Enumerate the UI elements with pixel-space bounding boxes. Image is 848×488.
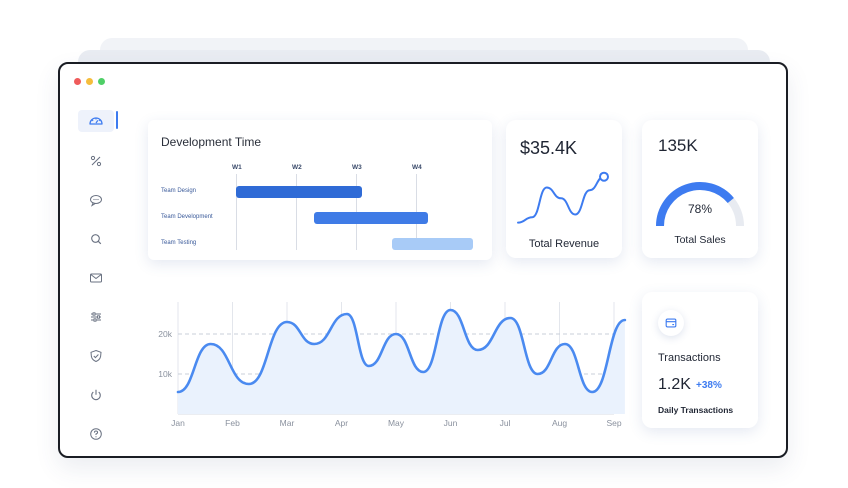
help-icon	[90, 428, 102, 440]
development-time-card: Development Time W1 W2 W3 W4 Team Design Tea…	[148, 120, 492, 260]
sidebar-item-power[interactable]	[78, 384, 114, 406]
revenue-label: Total Revenue	[528, 238, 600, 250]
sidebar-item-search[interactable]	[78, 228, 114, 250]
active-indicator	[116, 111, 118, 129]
gantt-task-bar[interactable]	[314, 212, 428, 224]
gantt-gridline	[236, 174, 237, 250]
gauge-icon	[89, 117, 103, 125]
development-time-title: Development Time	[161, 135, 262, 149]
transactions-change: +38%	[696, 380, 722, 391]
chat-icon	[90, 195, 102, 207]
chart-x-tick-label: Jan	[171, 418, 185, 428]
gantt-week-label: W4	[412, 164, 422, 171]
sidebar-item-settings[interactable]	[78, 306, 114, 328]
transactions-value: 1.2K	[658, 376, 691, 393]
app-window: Development Time W1 W2 W3 W4 Team Design Tea…	[58, 62, 788, 458]
sidebar-item-dashboard[interactable]	[78, 110, 118, 132]
gantt-task-label: Team Testing	[161, 240, 197, 246]
revenue-value: $35.4K	[520, 138, 578, 158]
gantt-week-label: W2	[292, 164, 302, 171]
chart-x-tick-label: Sep	[606, 418, 621, 428]
transactions-icon-button[interactable]	[658, 310, 684, 336]
revenue-sparkline-line	[517, 175, 605, 224]
chart-area-fill	[178, 310, 625, 414]
chart-x-tick-label: Apr	[335, 418, 348, 428]
sales-gauge-fill	[656, 182, 734, 227]
gantt-task-bar[interactable]	[392, 238, 473, 250]
gantt-task-bar[interactable]	[236, 186, 362, 198]
chart-x-tick-label: Aug	[552, 418, 567, 428]
maximize-window-button[interactable]	[98, 78, 105, 85]
transactions-card: Transactions 1.2K +38% Daily Transaction…	[642, 292, 758, 428]
sales-gauge	[656, 182, 744, 227]
sidebar-item-discounts[interactable]	[78, 150, 114, 172]
sales-value: 135K	[658, 136, 698, 155]
minimize-window-button[interactable]	[86, 78, 93, 85]
gantt-task-label: Team Development	[161, 214, 213, 220]
chart-y-tick-label: 10k	[158, 369, 172, 379]
window-controls	[74, 78, 105, 85]
sidebar-item-mail[interactable]	[78, 267, 114, 289]
sidebar-item-security[interactable]	[78, 345, 114, 367]
sidebar-item-messages[interactable]	[78, 189, 114, 211]
mail-icon	[90, 273, 102, 283]
sales-label: Total Sales	[674, 234, 726, 246]
sales-percent: 78%	[687, 202, 713, 216]
search-icon	[91, 234, 102, 245]
sliders-icon	[91, 312, 101, 322]
power-icon	[91, 389, 101, 401]
transactions-subtitle: Daily Transactions	[658, 405, 734, 415]
gantt-task-label: Team Design	[161, 188, 197, 194]
gantt-week-label: W3	[352, 164, 362, 171]
sales-card: 135K 78% Total Sales	[642, 120, 758, 258]
gantt-gridline	[296, 174, 297, 250]
gantt-week-label: W1	[232, 164, 242, 171]
chart-series-line	[176, 308, 627, 394]
sidebar-item-help[interactable]	[78, 423, 114, 445]
chart-x-tick-label: Jul	[500, 418, 511, 428]
chart-x-tick-label: Feb	[225, 418, 240, 428]
revenue-card: $35.4K Total Revenue	[506, 120, 622, 258]
chart-y-tick-label: 20k	[158, 329, 172, 339]
percent-icon	[90, 155, 102, 167]
revenue-sparkline-endpoint	[599, 171, 609, 182]
close-window-button[interactable]	[74, 78, 81, 85]
card-icon	[665, 318, 677, 328]
monthly-area-chart: Jan Feb Mar Apr May Jun Jul Aug Sep 10k 20k	[158, 302, 627, 428]
shield-check-icon	[90, 349, 102, 363]
revenue-sparkline	[517, 171, 609, 224]
chart-x-tick-label: May	[388, 418, 405, 428]
chart-x-tick-label: Mar	[280, 418, 295, 428]
transactions-title: Transactions	[658, 352, 721, 364]
chart-x-tick-label: Jun	[444, 418, 458, 428]
